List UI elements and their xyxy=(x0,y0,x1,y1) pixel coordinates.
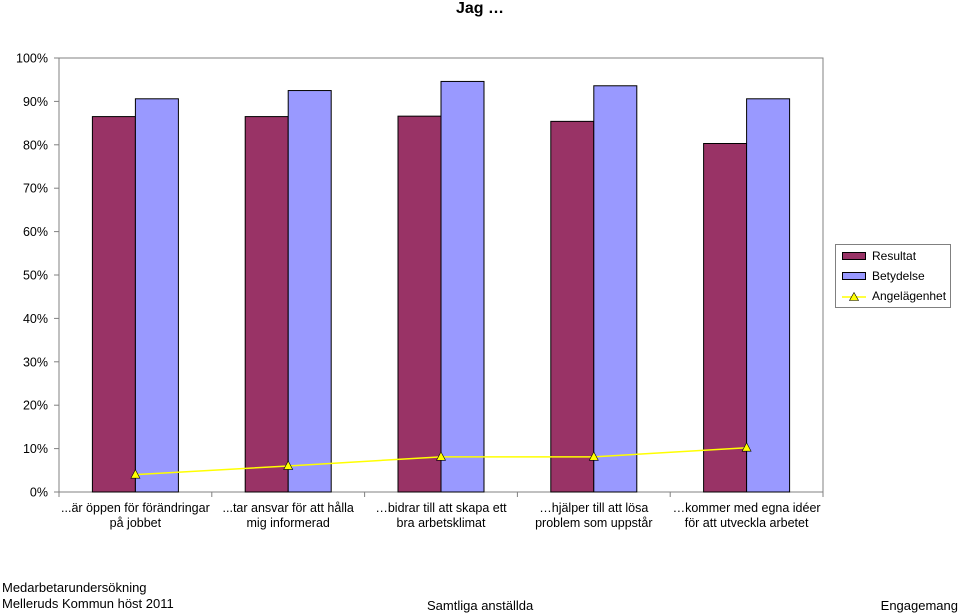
bar-resultat xyxy=(91,116,136,493)
footer-section: Engagemang xyxy=(880,598,958,613)
bar-betydelse xyxy=(440,80,485,493)
y-tick-label: 100% xyxy=(16,52,48,66)
x-category-label: …bidrar till att skapa ett bra arbetskli… xyxy=(375,501,507,530)
footer-survey-info: Medarbetarundersökning Melleruds Kommun … xyxy=(2,580,174,612)
legend-line-marker xyxy=(848,292,860,301)
y-tick-label: 50% xyxy=(23,269,48,283)
legend-swatch-betydelse xyxy=(842,272,866,280)
bar-resultat xyxy=(550,120,595,493)
y-tick-label: 0% xyxy=(30,486,48,500)
x-category-label: ...är öppen för förändringar på jobbet xyxy=(61,501,210,530)
footer-survey-org: Melleruds Kommun höst 2011 xyxy=(2,596,174,611)
y-tick-label: 90% xyxy=(23,95,48,109)
legend-item-resultat: Resultat xyxy=(842,248,916,264)
y-tick-label: 10% xyxy=(23,442,48,456)
legend-label-betydelse: Betydelse xyxy=(872,269,925,283)
marker-angelägenhet xyxy=(130,468,141,479)
bar-betydelse xyxy=(287,90,332,493)
x-category-label: ...tar ansvar för att hålla mig informer… xyxy=(222,501,354,530)
footer-survey-title: Medarbetarundersökning xyxy=(2,580,147,595)
legend-line-angelagenhet xyxy=(842,292,866,301)
bar-resultat xyxy=(703,142,748,493)
bar-betydelse xyxy=(593,85,638,493)
footer-population: Samtliga anställda xyxy=(427,598,534,613)
bar-betydelse xyxy=(134,98,179,493)
x-category-label: …hjälper till att lösa problem som uppst… xyxy=(535,501,653,530)
marker-angelägenhet xyxy=(436,451,446,461)
x-category-label: …kommer med egna idéer för att utveckla … xyxy=(672,501,821,530)
legend-swatch-resultat xyxy=(842,252,866,260)
y-tick-label: 70% xyxy=(23,182,48,196)
bar-resultat xyxy=(397,115,442,493)
legend-item-angelagenhet: Angelägenhet xyxy=(842,288,946,304)
y-tick-label: 30% xyxy=(23,355,48,369)
legend-label-resultat: Resultat xyxy=(872,249,917,263)
legend-label-angelagenhet: Angelägenhet xyxy=(872,289,947,303)
y-tick-label: 20% xyxy=(23,399,48,413)
chart-title: Jag … xyxy=(455,0,504,17)
marker-angelägenhet xyxy=(283,460,294,470)
legend-item-betydelse: Betydelse xyxy=(842,268,925,284)
y-tick-label: 60% xyxy=(23,225,48,239)
bar-betydelse xyxy=(746,98,791,493)
marker-angelägenhet xyxy=(588,451,599,461)
chart-legend: Resultat Betydelse Angelägenhet xyxy=(835,244,951,308)
marker-angelägenhet xyxy=(741,442,752,452)
y-tick-label: 40% xyxy=(23,312,48,326)
y-tick-label: 80% xyxy=(23,138,48,152)
bar-resultat xyxy=(244,116,289,493)
